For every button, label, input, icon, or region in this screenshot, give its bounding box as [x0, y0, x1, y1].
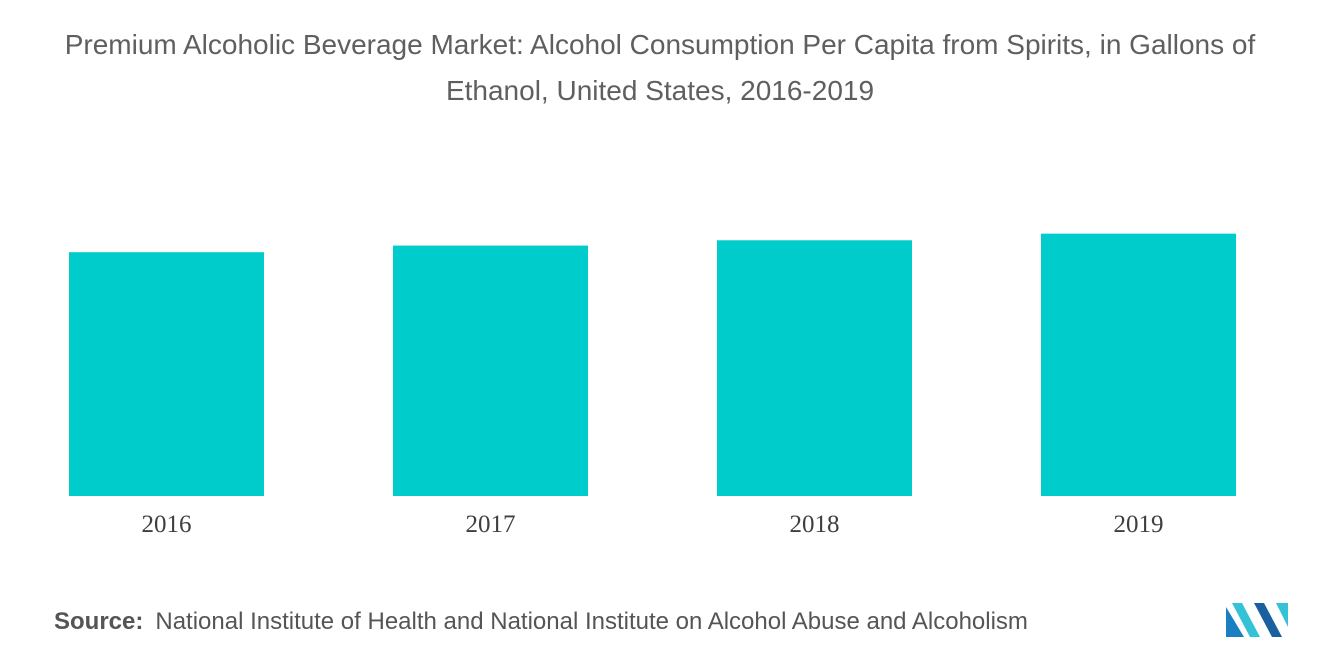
x-tick-label-2019: 2019 [1114, 511, 1164, 538]
bar-2017 [393, 245, 588, 496]
x-tick-label-2017: 2017 [466, 511, 516, 538]
source-label: Source: [54, 608, 144, 635]
bar-chart: 2016 2017 2018 2019 [69, 233, 1236, 538]
bar-2018 [717, 240, 912, 496]
source-text: National Institute of Health and Nationa… [155, 608, 1028, 635]
source-note: Source: National Institute of Health and … [54, 608, 1028, 636]
bar-2019 [1041, 233, 1236, 496]
x-tick-label-2016: 2016 [142, 511, 192, 538]
bar-2016 [69, 252, 264, 496]
chart-title: Premium Alcoholic Beverage Market: Alcoh… [64, 29, 1256, 106]
x-axis-labels: 2016 2017 2018 2019 [142, 511, 1164, 538]
x-tick-label-2018: 2018 [790, 511, 840, 538]
mordor-intelligence-logo-icon [1226, 603, 1288, 637]
bars-group [69, 233, 1236, 496]
